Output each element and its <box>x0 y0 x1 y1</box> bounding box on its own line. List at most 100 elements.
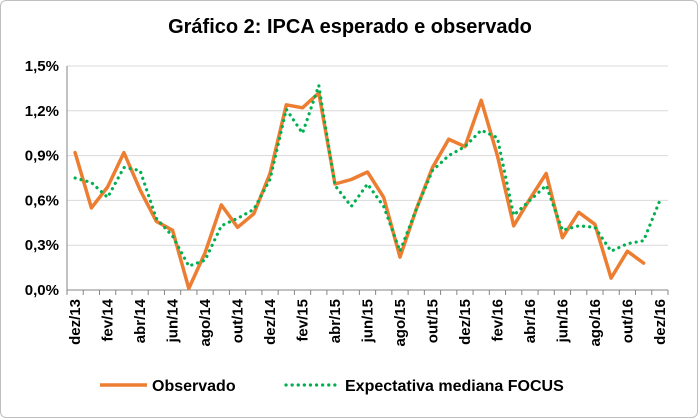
data-point <box>187 264 191 268</box>
legend: Observado Expectativa mediana FOCUS <box>100 378 564 395</box>
x-tick-label: out/15 <box>424 299 441 343</box>
data-point <box>642 261 646 265</box>
data-point <box>495 136 499 140</box>
x-tick-label: out/14 <box>230 298 247 343</box>
x-tick-label: ago/15 <box>392 299 409 347</box>
data-point <box>479 128 483 132</box>
data-point <box>382 204 386 208</box>
x-tick-label: jun/15 <box>360 299 377 343</box>
data-point <box>203 251 207 255</box>
data-point <box>122 166 126 170</box>
data-point <box>171 234 175 238</box>
x-tick-label: abr/14 <box>132 298 149 343</box>
data-point <box>236 225 240 229</box>
data-point <box>430 169 434 173</box>
data-point <box>382 195 386 199</box>
y-tick-label: 0,0% <box>25 282 59 299</box>
x-tick-label: ago/14 <box>197 298 214 346</box>
series-line-observado <box>73 91 646 291</box>
data-point <box>398 249 402 253</box>
data-point <box>366 182 370 186</box>
data-point <box>544 183 548 187</box>
data-point <box>171 228 175 232</box>
x-tick-label: jun/14 <box>165 298 182 343</box>
data-point <box>625 249 629 253</box>
axis-layer: 0,0% 0,3% 0,6% 0,9% 1,2% 1,5% dez/13 fev/14 abr/… <box>25 58 669 347</box>
data-point <box>138 188 142 192</box>
data-point <box>577 224 581 228</box>
data-point <box>447 137 451 141</box>
data-point <box>414 207 418 211</box>
data-point <box>301 106 305 110</box>
data-point <box>236 216 240 220</box>
x-tick-label: ago/16 <box>587 299 604 347</box>
y-tick-label: 0,6% <box>25 192 59 209</box>
x-tick-label: fev/15 <box>295 299 312 342</box>
x-tick-label: dez/16 <box>652 299 669 345</box>
data-point <box>268 177 272 181</box>
data-point <box>447 154 451 158</box>
data-point <box>284 107 288 111</box>
data-point <box>560 236 564 240</box>
data-point <box>642 239 646 243</box>
data-point <box>187 287 191 291</box>
data-point <box>89 180 93 184</box>
x-tick-label: out/16 <box>619 299 636 343</box>
data-point <box>219 224 223 228</box>
data-point <box>122 151 126 155</box>
data-point <box>479 98 483 102</box>
x-tick-label: abr/15 <box>327 299 344 343</box>
data-point <box>398 255 402 259</box>
series-line-focus <box>73 83 662 268</box>
data-point <box>317 83 321 87</box>
y-tick-label: 1,5% <box>25 58 59 75</box>
data-point <box>560 228 564 232</box>
data-point <box>658 198 662 202</box>
y-tick-label: 0,3% <box>25 237 59 254</box>
data-point <box>106 195 110 199</box>
data-point <box>252 212 256 216</box>
chart-title: Gráfico 2: IPCA esperado e observado <box>168 16 532 38</box>
data-point <box>495 154 499 158</box>
series-layer <box>73 83 662 291</box>
data-point <box>593 225 597 229</box>
x-tick-label: dez/14 <box>262 298 279 345</box>
data-point <box>301 131 305 135</box>
data-point <box>577 210 581 214</box>
data-point <box>219 203 223 207</box>
data-point <box>544 172 548 176</box>
data-point <box>284 103 288 107</box>
y-tick-label: 0,9% <box>25 148 59 165</box>
data-point <box>73 176 77 180</box>
data-point <box>252 207 256 211</box>
data-point <box>138 169 142 173</box>
data-point <box>609 249 613 253</box>
data-point <box>366 170 370 174</box>
data-point <box>203 258 207 262</box>
x-tick-label: dez/13 <box>67 299 84 345</box>
data-point <box>349 177 353 181</box>
x-tick-label: dez/15 <box>457 299 474 345</box>
data-point <box>528 198 532 202</box>
x-tick-label: fev/16 <box>489 299 506 342</box>
data-point <box>106 185 110 189</box>
x-tick-label: fev/14 <box>100 298 117 341</box>
legend-label: Observado <box>152 378 236 395</box>
data-point <box>154 216 158 220</box>
data-point <box>73 151 77 155</box>
data-point <box>89 206 93 210</box>
data-point <box>609 276 613 280</box>
data-point <box>463 145 467 149</box>
x-tick-label: jun/16 <box>554 299 571 343</box>
data-point <box>333 183 337 187</box>
x-tick-label: abr/16 <box>522 299 539 343</box>
data-point <box>512 224 516 228</box>
legend-label: Expectativa mediana FOCUS <box>345 378 564 395</box>
y-tick-label: 1,2% <box>25 103 59 120</box>
grid-layer <box>67 65 668 291</box>
data-point <box>349 204 353 208</box>
data-point <box>512 213 516 217</box>
data-point <box>625 242 629 246</box>
